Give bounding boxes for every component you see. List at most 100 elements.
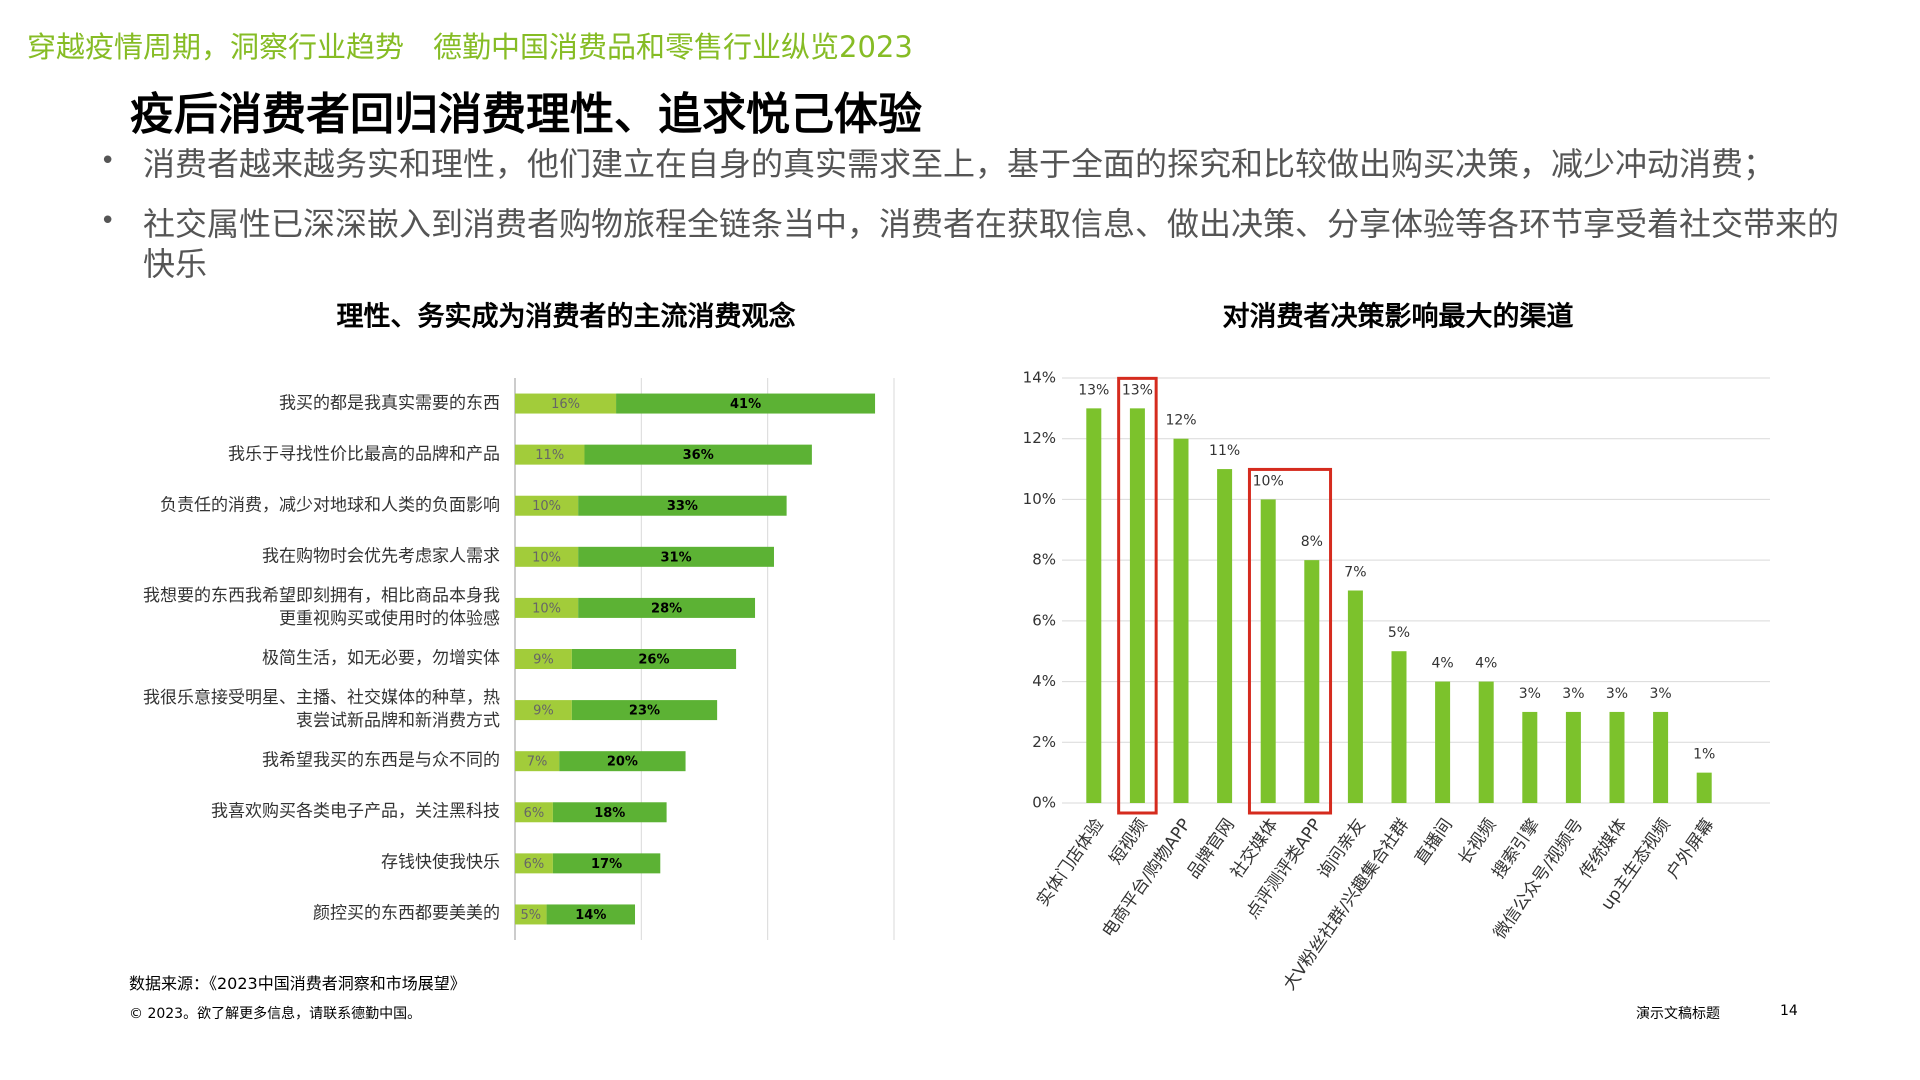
value-label: 18% bbox=[594, 806, 625, 821]
value-label: 5% bbox=[520, 908, 541, 923]
bar bbox=[1653, 711, 1669, 803]
value-label: 3% bbox=[1606, 686, 1628, 702]
bar-segment bbox=[515, 597, 579, 618]
bullet: 社交属性已深深嵌入到消费者购物旅程全链条当中，消费者在获取信息、做出决策、分享体… bbox=[143, 205, 1840, 283]
value-label: 10% bbox=[1253, 473, 1284, 489]
y-tick-label: 12% bbox=[1023, 429, 1056, 447]
bar bbox=[1173, 438, 1189, 803]
bar bbox=[1347, 590, 1363, 803]
bar bbox=[1522, 711, 1538, 803]
bar-segment bbox=[546, 904, 636, 925]
copyright: © 2023。欲了解更多信息，请联系德勤中国。 bbox=[129, 1006, 422, 1022]
bar-segment bbox=[515, 751, 560, 772]
value-label: 11% bbox=[535, 448, 564, 463]
y-tick-label: 8% bbox=[1032, 551, 1056, 569]
x-tick-label: 电商平台/购物APP bbox=[1099, 815, 1196, 941]
value-label: 4% bbox=[1431, 656, 1453, 672]
bar-segment bbox=[578, 597, 756, 618]
bar-segment bbox=[515, 649, 572, 669]
chart-title: 理性、务实成为消费者的主流消费观念 bbox=[337, 301, 796, 333]
bar bbox=[1129, 408, 1145, 803]
bar-segment bbox=[515, 546, 579, 567]
chart-title: 对消费者决策影响最大的渠道 bbox=[1223, 301, 1574, 333]
bar bbox=[1609, 711, 1625, 803]
bar bbox=[1696, 772, 1712, 803]
bar-segment bbox=[578, 546, 774, 567]
bar bbox=[1565, 711, 1581, 803]
bar-segment bbox=[571, 649, 737, 669]
value-label: 4% bbox=[1475, 656, 1497, 672]
page-number: 14 bbox=[1780, 1003, 1798, 1019]
y-tick-label: 存钱快使我快乐 bbox=[381, 852, 500, 873]
bar-segment bbox=[515, 853, 553, 874]
y-tick-label: 我很乐意接受明星、主播、社交媒体的种草，热衷尝试新品牌和新消费方式 bbox=[143, 688, 500, 732]
bar bbox=[1478, 681, 1494, 803]
bar-segment bbox=[584, 444, 812, 465]
y-tick-label: 10% bbox=[1023, 490, 1056, 508]
value-label: 12% bbox=[1165, 413, 1196, 429]
value-label: 7% bbox=[1344, 565, 1366, 581]
value-label: 13% bbox=[1122, 382, 1153, 398]
bar-segment bbox=[515, 393, 617, 414]
value-label: 1% bbox=[1693, 747, 1715, 763]
y-tick-label: 颜控买的东西都要美美的 bbox=[313, 903, 500, 924]
y-tick-label: 我在购物时会优先考虑家人需求 bbox=[262, 546, 500, 567]
y-tick-label: 4% bbox=[1032, 672, 1056, 690]
value-label: 3% bbox=[1519, 686, 1541, 702]
slide-title: 疫后消费者回归消费理性、追求悦己体验 bbox=[130, 89, 922, 140]
value-label: 36% bbox=[683, 448, 714, 463]
source: 数据来源：《2023中国消费者洞察和市场展望》 bbox=[129, 974, 466, 993]
value-label: 6% bbox=[524, 806, 545, 821]
bar-segment bbox=[515, 444, 585, 465]
bar bbox=[1391, 651, 1407, 803]
bar bbox=[1086, 408, 1102, 803]
y-tick-label: 14% bbox=[1023, 369, 1056, 387]
y-tick-label: 我乐于寻找性价比最高的品牌和产品 bbox=[228, 444, 500, 465]
bar-segment bbox=[616, 393, 876, 414]
value-label: 6% bbox=[524, 857, 545, 872]
bar-segment bbox=[578, 495, 787, 516]
value-label: 14% bbox=[575, 908, 606, 923]
value-label: 26% bbox=[638, 653, 669, 668]
value-label: 9% bbox=[533, 704, 554, 719]
header: 穿越疫情周期，洞察行业趋势 德勤中国消费品和零售行业纵览2023 bbox=[27, 30, 913, 64]
bullet: 消费者越来越务实和理性，他们建立在自身的真实需求至上，基于全面的探究和比较做出购… bbox=[143, 145, 1776, 183]
value-label: 10% bbox=[532, 601, 561, 616]
bar-segment bbox=[515, 802, 553, 823]
y-tick-label: 6% bbox=[1032, 611, 1056, 629]
bar-segment bbox=[559, 751, 686, 772]
value-label: 8% bbox=[1301, 534, 1323, 550]
bullet-dot: • bbox=[100, 146, 116, 176]
bar bbox=[1435, 681, 1451, 803]
bar-segment bbox=[515, 495, 579, 516]
value-label: 3% bbox=[1649, 686, 1671, 702]
value-label: 23% bbox=[629, 704, 660, 719]
bar-segment bbox=[552, 853, 661, 874]
y-tick-label: 0% bbox=[1032, 794, 1056, 812]
value-label: 13% bbox=[1078, 382, 1109, 398]
value-label: 33% bbox=[667, 499, 698, 514]
bar-segment bbox=[515, 904, 547, 925]
value-label: 17% bbox=[591, 857, 622, 872]
y-tick-label: 我想要的东西我希望即刻拥有，相比商品本身我更重视购买或使用时的体验感 bbox=[143, 585, 500, 629]
value-label: 11% bbox=[1209, 443, 1240, 459]
value-label: 20% bbox=[607, 755, 638, 770]
value-label: 31% bbox=[661, 550, 692, 565]
value-label: 7% bbox=[527, 755, 548, 770]
deck-title: 演示文稿标题 bbox=[1636, 1006, 1720, 1022]
bar bbox=[1217, 469, 1233, 803]
value-label: 10% bbox=[532, 550, 561, 565]
highlight-box bbox=[1117, 376, 1158, 815]
y-tick-label: 我喜欢购买各类电子产品，关注黑科技 bbox=[211, 801, 500, 822]
value-label: 16% bbox=[551, 397, 580, 412]
bar bbox=[1304, 560, 1320, 803]
x-tick-label: 直播间 bbox=[1411, 815, 1457, 868]
y-tick-label: 我买的都是我真实需要的东西 bbox=[279, 393, 500, 414]
bar-segment bbox=[571, 700, 718, 721]
highlight-box bbox=[1247, 467, 1333, 815]
bullet-dot: • bbox=[100, 206, 116, 236]
bar bbox=[1260, 499, 1276, 803]
value-label: 9% bbox=[533, 653, 554, 668]
